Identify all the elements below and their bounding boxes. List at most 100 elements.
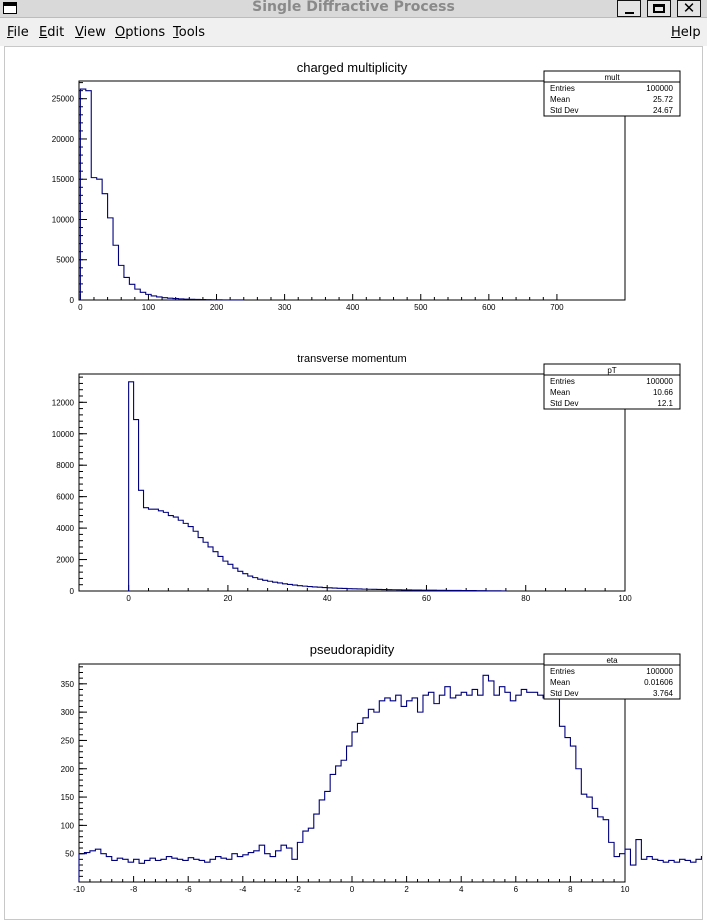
stats-box-name: mult [604,73,620,82]
menu-file[interactable]: File [7,25,29,40]
histogram-pad-2: transverse momentum 0 20 40 60 80 100 0 2000 4000… [52,353,681,603]
y-tick-label: 25000 [52,95,75,104]
stats-value: 0.01606 [644,678,673,687]
y-tick-label: 50 [65,850,74,859]
stats-box-frame [543,653,681,700]
x-tick-label: 10 [621,885,630,894]
histogram-title: transverse momentum [297,353,406,365]
y-tick-label: 4000 [56,524,74,533]
stats-value: 24.67 [653,106,674,115]
maximize-icon [653,4,665,13]
stats-label: Entries [550,84,575,93]
x-tick-label: 2 [404,885,409,894]
y-tick-label: 10000 [52,430,75,439]
stats-box: eta Entries 100000 Mean 0.01606 Std Dev 3.764 [543,653,681,700]
stats-value: 10.66 [653,388,674,397]
y-tick-label: 12000 [52,398,75,407]
window-menu-icon[interactable] [3,2,17,14]
stats-value: 12.1 [657,399,673,408]
x-tick-label: -2 [294,885,302,894]
stats-value: 25.72 [653,95,674,104]
y-tick-label: 15000 [52,175,75,184]
histogram-title: charged multiplicity [297,60,408,75]
close-button[interactable]: ✕ [677,0,701,17]
histogram-series-line [128,381,507,592]
y-tick-label: 250 [61,736,75,745]
y-tick-label: 0 [70,587,75,596]
x-tick-label: 700 [550,303,564,312]
x-tick-label: 500 [414,303,428,312]
plot-frame [78,373,626,592]
histogram-series-line [79,88,245,301]
x-tick-label: 6 [514,885,519,894]
stats-value: 3.764 [653,689,674,698]
menu-view[interactable]: View [75,25,106,40]
stats-label: Mean [550,95,570,104]
x-tick-label: 60 [422,594,431,603]
stats-value: 100000 [646,84,673,93]
y-tick-label: 6000 [56,493,74,502]
y-tick-label: 0 [70,296,75,305]
stats-label: Mean [550,678,570,687]
minimize-button[interactable] [617,0,641,17]
stats-box-name: eta [606,656,618,665]
x-tick-label: 0 [126,594,131,603]
y-tick-label: 2000 [56,556,74,565]
x-tick-label: -8 [130,885,138,894]
y-tick-label: 5000 [56,256,74,265]
x-tick-label: 0 [350,885,355,894]
y-tick-label: 200 [61,765,75,774]
title-bar: Single Diffractive Process ✕ [0,0,707,18]
menu-tools[interactable]: Tools [173,25,206,40]
maximize-button[interactable] [647,0,671,17]
stats-box: mult Entries 100000 Mean 25.72 Std Dev 24.67 [543,70,681,117]
x-tick-label: 40 [323,594,332,603]
histogram-pad-3: pseudorapidity -10 -8 -6 -4 -2 0 2 4 6 8 10 50 100 150… [61,642,702,894]
window-title: Single Diffractive Process [252,0,455,15]
x-tick-label: 8 [568,885,573,894]
close-icon: ✕ [682,0,696,17]
plot-canvas[interactable]: charged multiplicity 0 100 200 300 400 500 600 7… [4,46,703,920]
stats-label: Entries [550,377,575,386]
minimize-icon [624,11,634,14]
stats-box-frame [543,70,681,117]
y-tick-label: 20000 [52,135,75,144]
stats-label: Std Dev [550,399,578,408]
histogram-title: pseudorapidity [310,642,395,657]
menu-edit[interactable]: Edit [39,25,65,40]
x-tick-label: 200 [210,303,224,312]
x-tick-label: 100 [142,303,156,312]
x-tick-label: -10 [73,885,85,894]
x-tick-label: 4 [459,885,464,894]
stats-label: Mean [550,388,570,397]
menu-bar: File Edit View Options Tools Help [0,18,707,46]
y-tick-label: 350 [61,680,75,689]
y-tick-label: 100 [61,821,75,830]
x-tick-label: 0 [78,303,83,312]
menu-help[interactable]: Help [671,25,701,40]
x-tick-label: 300 [278,303,292,312]
x-tick-label: 600 [482,303,496,312]
menu-options[interactable]: Options [115,25,166,40]
histogram-series-line [78,674,702,882]
stats-label: Entries [550,667,575,676]
y-tick-label: 150 [61,793,75,802]
x-tick-label: 400 [346,303,360,312]
stats-label: Std Dev [550,106,578,115]
x-tick-label: -6 [185,885,193,894]
y-tick-label: 300 [61,708,75,717]
stats-box-name: pT [607,366,616,375]
y-tick-label: 8000 [56,461,74,470]
stats-label: Std Dev [550,689,578,698]
y-tick-label: 10000 [52,215,75,224]
histogram-pad-1: charged multiplicity 0 100 200 300 400 500 600 7… [52,60,681,312]
x-tick-label: -4 [239,885,247,894]
x-tick-label: 80 [521,594,530,603]
stats-value: 100000 [646,377,673,386]
x-tick-label: 20 [223,594,232,603]
x-tick-label: 100 [618,594,632,603]
stats-box-frame [543,363,681,410]
stats-box: pT Entries 100000 Mean 10.66 Std Dev 12.1 [543,363,681,410]
stats-value: 100000 [646,667,673,676]
